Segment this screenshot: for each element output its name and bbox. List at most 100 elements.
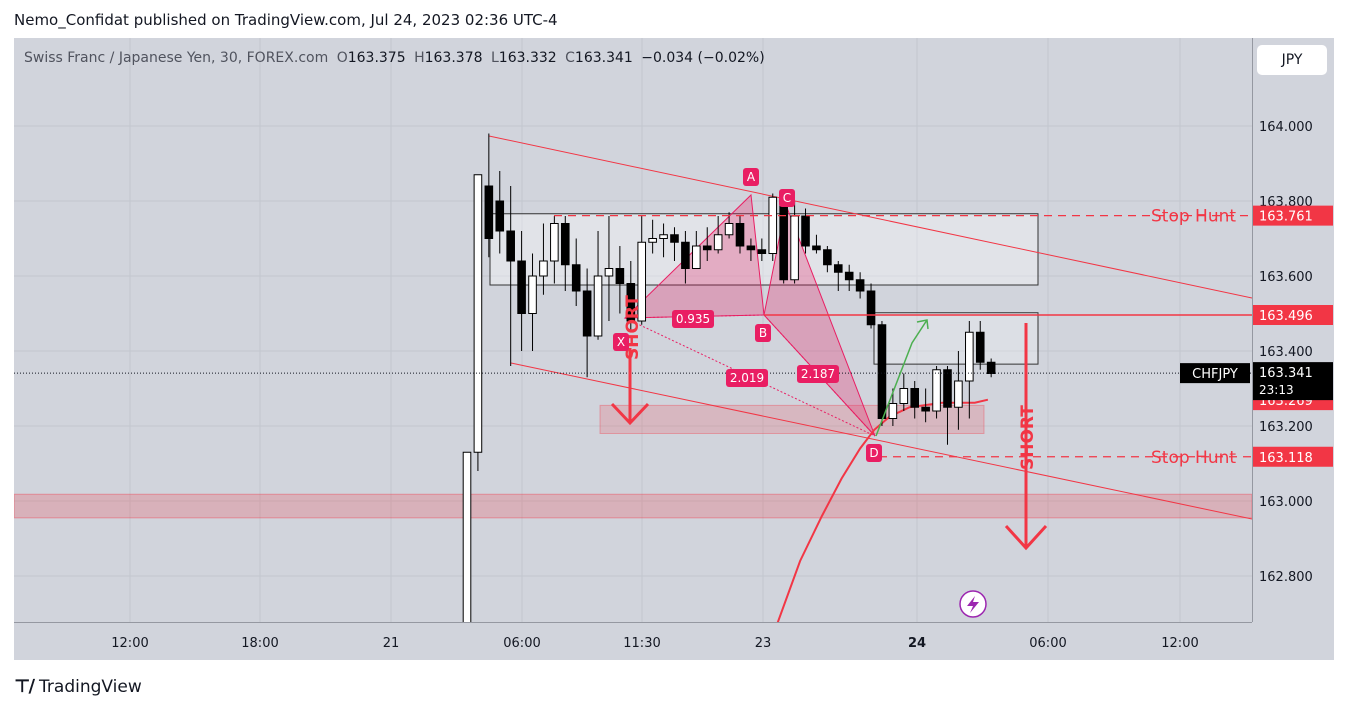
candle-body — [932, 369, 941, 412]
channel-lower-line[interactable] — [510, 362, 1253, 520]
legend-instrument: Swiss Franc / Japanese Yen, 30, FOREX.co… — [24, 50, 329, 66]
price-tag-last: 163.341 — [1259, 366, 1313, 381]
stop-hunt-label-top: Stop Hunt — [1151, 207, 1236, 227]
candle[interactable] — [746, 238, 756, 262]
candle[interactable] — [954, 351, 963, 430]
candle[interactable] — [910, 381, 920, 419]
candle[interactable] — [812, 234, 821, 254]
candle[interactable] — [681, 231, 690, 284]
candle-body — [670, 234, 679, 243]
plot-area[interactable]: SHORT SHORT Stop Hunt Stop Hunt X A B C D 0.935 2.… — [13, 38, 1253, 652]
price-tag-stop-hunt-bottom: 163.118 — [1259, 451, 1313, 466]
candle[interactable] — [582, 268, 592, 378]
symbol-tag: CHFJPY — [1192, 367, 1238, 382]
demand-zone[interactable] — [13, 493, 1253, 519]
candle[interactable] — [659, 223, 668, 258]
candle[interactable] — [604, 216, 614, 321]
price-tag-resistance-bg — [1253, 305, 1333, 325]
candle[interactable] — [888, 388, 898, 427]
currency-button[interactable]: JPY — [1257, 45, 1327, 75]
projection-arrow[interactable] — [875, 319, 928, 437]
point-x-label-bg — [613, 333, 629, 351]
candle[interactable] — [986, 358, 996, 378]
candle-body — [484, 185, 494, 239]
candle[interactable] — [975, 321, 985, 370]
candle[interactable] — [702, 227, 712, 261]
candle[interactable] — [866, 283, 876, 329]
range-box-lower[interactable] — [873, 312, 1039, 365]
candle[interactable] — [921, 388, 930, 423]
candle-body — [462, 451, 472, 652]
candle[interactable] — [735, 216, 745, 254]
candle[interactable] — [550, 216, 559, 284]
candle-body — [965, 331, 974, 382]
candle[interactable] — [833, 261, 843, 291]
time-tick: 24 — [908, 636, 926, 651]
candle[interactable] — [528, 253, 537, 352]
time-tick: 23 — [755, 636, 772, 651]
candle-body — [844, 271, 854, 281]
short-arrow-right-head — [1004, 524, 1048, 551]
legend-high-value: 163.378 — [424, 50, 483, 66]
candle[interactable] — [462, 451, 472, 652]
price-tick: 163.200 — [1259, 420, 1313, 435]
candle[interactable] — [626, 261, 636, 333]
chart-container[interactable]: SHORT SHORT Stop Hunt Stop Hunt X A B C D 0.935 2.… — [13, 38, 1334, 660]
candle[interactable] — [899, 373, 909, 412]
candle[interactable] — [801, 208, 810, 254]
candle-body — [910, 388, 920, 408]
candle[interactable] — [932, 366, 941, 419]
legend-open: O163.375 — [337, 50, 406, 66]
footer-brand-text: TradingView — [39, 676, 142, 697]
candle[interactable] — [484, 133, 494, 258]
candle[interactable] — [571, 238, 581, 307]
candle[interactable] — [637, 216, 647, 325]
candle[interactable] — [724, 212, 734, 239]
channel-upper-line[interactable] — [488, 135, 1253, 299]
candle[interactable] — [692, 231, 701, 269]
candle[interactable] — [560, 216, 570, 291]
legend-change: −0.034 (−0.02%) — [641, 50, 765, 66]
candle[interactable] — [965, 321, 974, 419]
candle[interactable] — [506, 186, 515, 366]
price-tag-last-bg — [1253, 362, 1333, 401]
candle[interactable] — [768, 193, 778, 262]
projection-arrowhead — [916, 319, 929, 330]
time-tick: 18:00 — [241, 636, 278, 651]
candle[interactable] — [823, 246, 832, 273]
short-label-right: SHORT — [1018, 405, 1038, 470]
price-tick: 163.600 — [1259, 270, 1313, 285]
ema-line[interactable] — [771, 398, 989, 637]
price-axis[interactable]: 164.000 163.800 163.600 163.400 163.200 163.0… — [1252, 38, 1334, 622]
candle[interactable] — [539, 223, 548, 295]
candle[interactable] — [473, 174, 483, 471]
candle[interactable] — [757, 238, 767, 262]
price-tick: 163.000 — [1259, 495, 1313, 510]
lightning-icon — [967, 596, 979, 613]
footer-branding: ⊤∕ TradingView — [14, 676, 142, 697]
candle[interactable] — [670, 227, 679, 261]
candle-body — [473, 174, 483, 453]
candle-body — [528, 275, 537, 314]
candle-body — [943, 369, 952, 408]
candle[interactable] — [495, 171, 505, 254]
candle[interactable] — [648, 219, 657, 254]
candle-body — [790, 215, 799, 281]
candle[interactable] — [855, 272, 865, 299]
candle-body — [888, 403, 898, 419]
candle[interactable] — [943, 366, 952, 445]
time-axis[interactable]: 12:00 18:00 21 06:00 11:30 23 24 06:00 12:00 — [14, 622, 1252, 660]
candle[interactable] — [713, 216, 723, 254]
candle-body — [713, 234, 723, 251]
symbol-tag-bg — [1180, 363, 1250, 384]
point-d-label: D — [869, 446, 878, 460]
candle[interactable] — [517, 231, 526, 351]
candle[interactable] — [593, 231, 603, 340]
candle[interactable] — [615, 246, 625, 314]
candle[interactable] — [844, 264, 854, 291]
time-tick: 21 — [383, 636, 400, 651]
candle-body — [975, 331, 985, 363]
publisher-line: Nemo_Confidat published on TradingView.c… — [14, 11, 558, 29]
support-zone[interactable] — [599, 404, 985, 434]
